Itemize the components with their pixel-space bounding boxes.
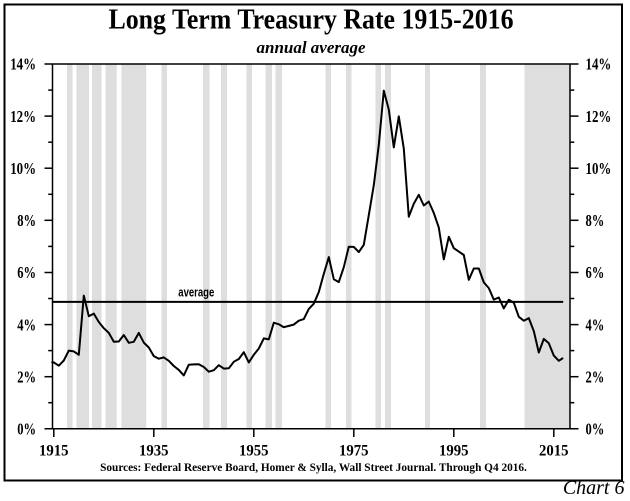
svg-text:6%: 6% — [586, 263, 605, 282]
svg-text:2015: 2015 — [539, 442, 569, 459]
svg-text:0%: 0% — [17, 420, 36, 439]
svg-text:12%: 12% — [10, 107, 36, 126]
svg-text:Sources: Federal Reserve Board: Sources: Federal Reserve Board, Homer & … — [100, 462, 527, 474]
svg-text:8%: 8% — [586, 211, 605, 230]
svg-text:1935: 1935 — [139, 442, 169, 459]
svg-text:4%: 4% — [586, 315, 605, 334]
svg-text:1995: 1995 — [439, 442, 469, 459]
svg-text:10%: 10% — [586, 159, 612, 178]
svg-text:6%: 6% — [17, 263, 36, 282]
svg-text:1955: 1955 — [239, 442, 269, 459]
svg-text:2%: 2% — [17, 367, 36, 386]
svg-text:10%: 10% — [10, 159, 36, 178]
svg-text:4%: 4% — [17, 315, 36, 334]
svg-text:average: average — [178, 286, 214, 300]
svg-text:8%: 8% — [17, 211, 36, 230]
svg-text:14%: 14% — [10, 55, 36, 74]
svg-text:14%: 14% — [586, 55, 612, 74]
svg-text:12%: 12% — [586, 107, 612, 126]
svg-text:2%: 2% — [586, 367, 605, 386]
svg-text:1915: 1915 — [39, 442, 69, 459]
svg-text:annual average: annual average — [257, 38, 366, 57]
svg-text:0%: 0% — [586, 420, 605, 439]
svg-text:Chart 6: Chart 6 — [563, 477, 625, 499]
svg-text:1975: 1975 — [339, 442, 369, 459]
svg-text:Long Term Treasury Rate 1915-2: Long Term Treasury Rate 1915-2016 — [109, 5, 514, 36]
